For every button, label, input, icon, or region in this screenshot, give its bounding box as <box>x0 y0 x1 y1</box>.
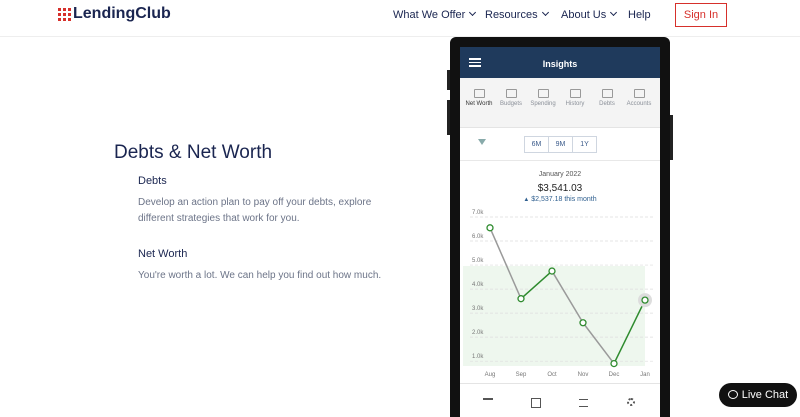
point <box>610 359 618 368</box>
change-text: $2,537.18 this month <box>531 196 597 203</box>
x-tick-label: Jan <box>640 372 650 378</box>
y-tick-label: 1.0k <box>472 354 484 360</box>
phone-button <box>447 70 450 90</box>
tab[interactable]: Accounts <box>626 101 652 107</box>
tab-icon <box>570 89 581 98</box>
phone-button <box>670 115 673 160</box>
phone-button <box>447 100 450 135</box>
logo[interactable]: LendingClub <box>73 5 171 22</box>
range-button[interactable]: 9M <box>548 136 573 153</box>
top-bar <box>0 0 800 37</box>
section-title: Debts & Net Worth <box>114 142 273 163</box>
up-arrow: ▲ <box>523 197 530 203</box>
tab[interactable]: History <box>565 101 585 107</box>
tab-icon <box>474 89 485 98</box>
filter-icon[interactable] <box>478 139 486 145</box>
tab-icon <box>634 89 645 98</box>
change: ▲ $2,537.18 this month <box>460 196 660 203</box>
nav-link[interactable]: Help <box>628 9 651 21</box>
line-segment <box>520 270 553 300</box>
point <box>517 295 525 303</box>
period-label: January 2022 <box>538 171 582 178</box>
x-tick-label: Aug <box>485 372 496 378</box>
paragraph: Develop an action plan to pay off your d… <box>138 197 372 224</box>
y-tick-label: 3.0k <box>472 306 484 312</box>
amount: $3,541.03 <box>537 183 583 194</box>
nav-icon[interactable] <box>483 398 493 408</box>
nav-link[interactable]: What We Offer <box>393 8 477 21</box>
tab[interactable]: Budgets <box>499 101 523 107</box>
nav-icon[interactable] <box>531 398 541 408</box>
app-title: Insights <box>542 59 578 69</box>
logo-icon <box>58 8 71 21</box>
sub-heading: Net Worth <box>138 248 188 260</box>
point <box>548 267 556 275</box>
sign-in-button[interactable]: Sign In <box>675 3 727 27</box>
tab[interactable]: Debts <box>599 101 615 107</box>
nav-text: Resources <box>485 9 538 21</box>
tab[interactable]: Net Worth <box>465 101 493 107</box>
line-segment <box>613 299 646 364</box>
range-button[interactable]: 1Y <box>572 136 597 153</box>
paragraph: You're worth a lot. We can help you find… <box>138 270 382 281</box>
y-tick-label: 2.0k <box>472 330 484 336</box>
nav-icon[interactable] <box>579 399 588 407</box>
tab-icon <box>602 89 613 98</box>
tab-icon <box>538 89 549 98</box>
x-tick-label: Dec <box>609 372 620 378</box>
y-tick-label: 6.0k <box>472 234 484 240</box>
point <box>579 319 587 327</box>
y-tick-label: 5.0k <box>472 258 484 264</box>
point <box>641 296 649 304</box>
live-chat-button[interactable]: Live Chat <box>719 383 797 407</box>
tab-bar <box>460 78 660 128</box>
bottom-nav <box>460 383 660 410</box>
chat-icon <box>727 390 738 399</box>
nav-icon[interactable] <box>627 398 635 406</box>
line-segment <box>582 322 615 365</box>
x-tick-label: Sep <box>516 372 527 378</box>
menu-icon[interactable] <box>469 58 481 67</box>
x-tick-label: Oct <box>547 372 557 378</box>
divider <box>460 160 660 161</box>
point <box>486 224 494 232</box>
app-header <box>460 47 660 78</box>
sub-heading: Debts <box>138 175 167 187</box>
x-tick-label: Nov <box>578 372 589 378</box>
y-tick-label: 7.0k <box>472 210 484 216</box>
highlight-band <box>463 266 645 366</box>
nav-text: What We Offer <box>393 9 466 21</box>
tab[interactable]: Spending <box>530 101 556 107</box>
chat-text: Live Chat <box>741 389 789 401</box>
y-tick-label: 4.0k <box>472 282 484 288</box>
nav-link[interactable]: About Us <box>561 8 618 21</box>
nav-link[interactable]: Resources <box>485 8 549 21</box>
line-segment <box>489 227 522 300</box>
tab-icon <box>506 89 517 98</box>
line-segment <box>551 270 584 324</box>
nav-text: About Us <box>561 9 607 21</box>
